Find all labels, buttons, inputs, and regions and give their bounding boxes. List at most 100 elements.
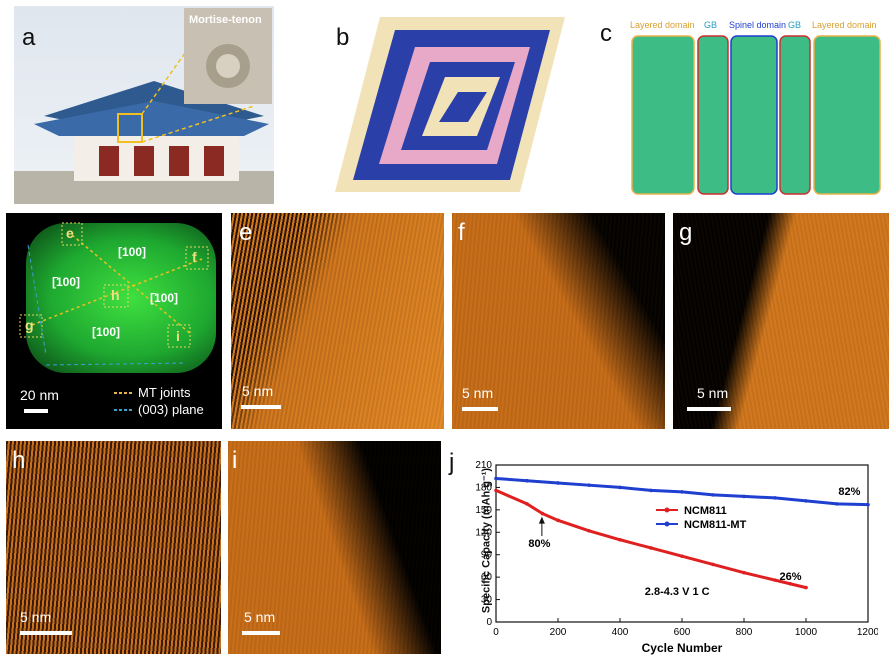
direction-label-3: [̄100]: [150, 291, 179, 305]
panel-i-stem: i 5 nm: [228, 441, 441, 654]
scale-text-i: 5 nm: [244, 609, 276, 625]
legend-label: NCM811-MT: [684, 519, 747, 531]
annotation-conditions: 2.8-4.3 V 1 C: [645, 586, 710, 598]
data-point: [742, 570, 746, 575]
annotation-82: 82%: [838, 486, 860, 498]
x-tick-label: 1000: [795, 627, 818, 638]
scale-text-h: 5 nm: [20, 609, 52, 625]
capacity-chart: 0 200 400 600 800 1000 1200 0 30 60 90 120 150 180 210…: [475, 460, 878, 655]
x-tick-label: 200: [550, 627, 567, 638]
y-tick-label: 120: [475, 527, 492, 538]
building-illustration: [14, 8, 274, 204]
mortise-tenon-caption: Mortise-tenon: [189, 14, 262, 26]
annotation-80: 80%: [528, 538, 550, 550]
scale-text-g: 5 nm: [697, 385, 729, 401]
data-point: [525, 502, 529, 506]
data-point: [711, 562, 715, 567]
stem-lattice-f: [452, 213, 665, 429]
stem-lattice-i: [228, 441, 441, 654]
data-point: [649, 488, 653, 493]
panel-h-label: h: [12, 447, 26, 474]
panel-h-stem: h 5 nm: [6, 441, 221, 654]
stem-lattice-e: [231, 213, 444, 429]
scale-bar-d: [24, 409, 48, 413]
data-point: [680, 554, 684, 559]
data-point: [680, 490, 684, 494]
direction-label-2: [̄100]: [52, 275, 81, 289]
data-point: [804, 585, 808, 590]
marker-h: h: [111, 287, 120, 303]
scale-bar-h: [20, 631, 72, 635]
y-tick-label: 180: [475, 482, 492, 493]
panel-b-lattice: [325, 12, 575, 197]
panel-a-photo: Mortise-tenon: [14, 6, 274, 204]
scale-text-d: 20 nm: [20, 387, 59, 403]
annotation-26: 26%: [779, 571, 801, 583]
panel-f-stem: f 5 nm: [452, 213, 665, 429]
scale-bar-f: [462, 407, 498, 411]
scale-bar-i: [242, 631, 280, 635]
data-point: [525, 478, 529, 483]
marker-g: g: [25, 317, 34, 333]
marker-f: f: [192, 249, 197, 265]
data-point: [618, 537, 622, 542]
y-tick-label: 30: [481, 595, 493, 606]
scale-bar-g: [687, 407, 731, 411]
marker-i: i: [176, 328, 180, 344]
data-point: [587, 528, 591, 533]
data-point: [804, 499, 808, 503]
panel-c-structure: Layered domain GB Spinel domain GB Layer…: [626, 14, 888, 197]
panel-d-tem: e f g h i [100] [̄100] [̄100] [100] 20 n…: [6, 213, 222, 429]
y-tick-label: 90: [481, 550, 493, 561]
x-tick-label: 1200: [857, 627, 878, 638]
x-tick-label: 400: [612, 627, 629, 638]
domain-structure-diagram: [631, 35, 881, 195]
scale-bar-e: [241, 405, 281, 409]
direction-label-4: [100]: [92, 325, 121, 339]
data-point: [587, 483, 591, 487]
scale-text-e: 5 nm: [242, 383, 274, 399]
scale-text-f: 5 nm: [462, 385, 494, 401]
annotation-arrowhead: [538, 516, 545, 524]
panel-j-label: j: [449, 449, 455, 476]
marker-e: e: [66, 225, 74, 241]
panel-g-stem: g 5 nm: [673, 213, 889, 429]
legend-mt-joints: MT joints: [138, 385, 191, 400]
panel-b-label: b: [336, 24, 350, 51]
y-axis-title: Specific Capacity (mAh g⁻¹): [480, 467, 493, 614]
data-point: [711, 493, 715, 497]
x-tick-label: 600: [674, 627, 691, 638]
panel-e-stem: e 5 nm: [231, 213, 444, 429]
domain-label-gb-right: GB: [788, 20, 802, 30]
direction-label-1: [100]: [118, 245, 147, 259]
data-point: [773, 578, 777, 582]
data-point: [742, 494, 746, 499]
y-tick-label: 210: [475, 460, 492, 471]
stem-lattice-g: [673, 213, 889, 429]
data-point: [649, 546, 653, 550]
data-point: [773, 496, 777, 500]
y-tick-label: 0: [486, 617, 492, 628]
data-point: [494, 488, 498, 493]
panel-i-label: i: [232, 447, 238, 474]
tem-overlay: [19, 222, 209, 411]
legend-marker: [664, 521, 670, 527]
stem-lattice-h: [6, 441, 221, 654]
data-point: [835, 502, 839, 506]
x-axis-title: Cycle Number: [642, 641, 723, 655]
data-point: [866, 502, 870, 507]
y-tick-label: 60: [481, 572, 493, 583]
x-tick-label: 800: [736, 627, 753, 638]
plot-frame: [495, 464, 869, 623]
y-tick-label: 150: [475, 505, 492, 516]
domain-label-layered-right: Layered domain: [812, 20, 877, 30]
legend-003-plane: (003) plane: [138, 402, 204, 417]
legend-label: NCM811: [684, 505, 727, 517]
domain-label-spinel: Spinel domain: [729, 20, 787, 30]
data-point: [494, 476, 498, 481]
panel-e-label: e: [239, 219, 253, 246]
data-point: [788, 582, 793, 586]
panel-a-label: a: [22, 24, 36, 51]
panel-f-label: f: [458, 219, 465, 246]
panel-c-label: c: [600, 20, 612, 47]
